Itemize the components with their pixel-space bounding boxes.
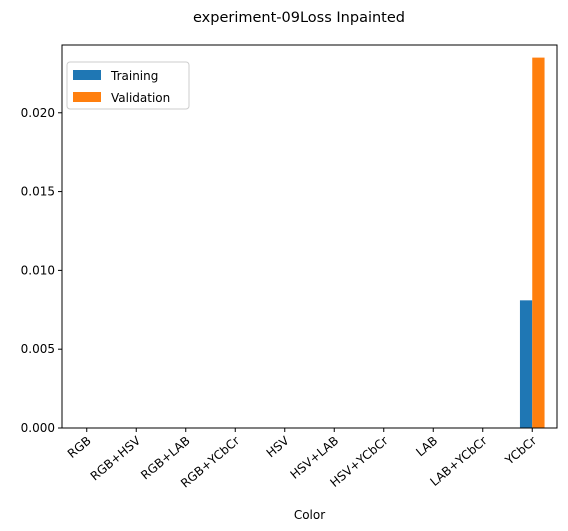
plot-frame [61,44,558,429]
bar-training-ycbcr [519,300,533,428]
y-tick-label: 0.015 [21,185,55,199]
y-tick-label: 0.000 [21,421,55,435]
legend-label-validation: Validation [111,91,170,105]
x-tick-label: YCbCr [502,434,539,469]
bars-layer [519,57,545,428]
y-tick-label: 0.005 [21,342,55,356]
legend: Training Validation [66,61,190,110]
bar-validation-ycbcr [532,57,545,428]
legend-label-training: Training [110,69,158,83]
x-tick-label: LAB [413,434,440,460]
legend-swatch-training [73,70,101,80]
x-tick-label: HSV [264,433,293,460]
x-axis-label: Color [294,508,325,522]
chart-title: experiment-09Loss Inpainted [193,10,405,26]
y-tick-label: 0.010 [21,263,55,277]
y-axis: 0.000 0.005 0.010 0.015 0.020 [21,106,62,435]
y-tick-label: 0.020 [21,106,55,120]
x-tick-label: RGB [65,434,94,461]
legend-swatch-validation [73,92,101,102]
x-tick-label: RGB+HSV [88,433,144,483]
